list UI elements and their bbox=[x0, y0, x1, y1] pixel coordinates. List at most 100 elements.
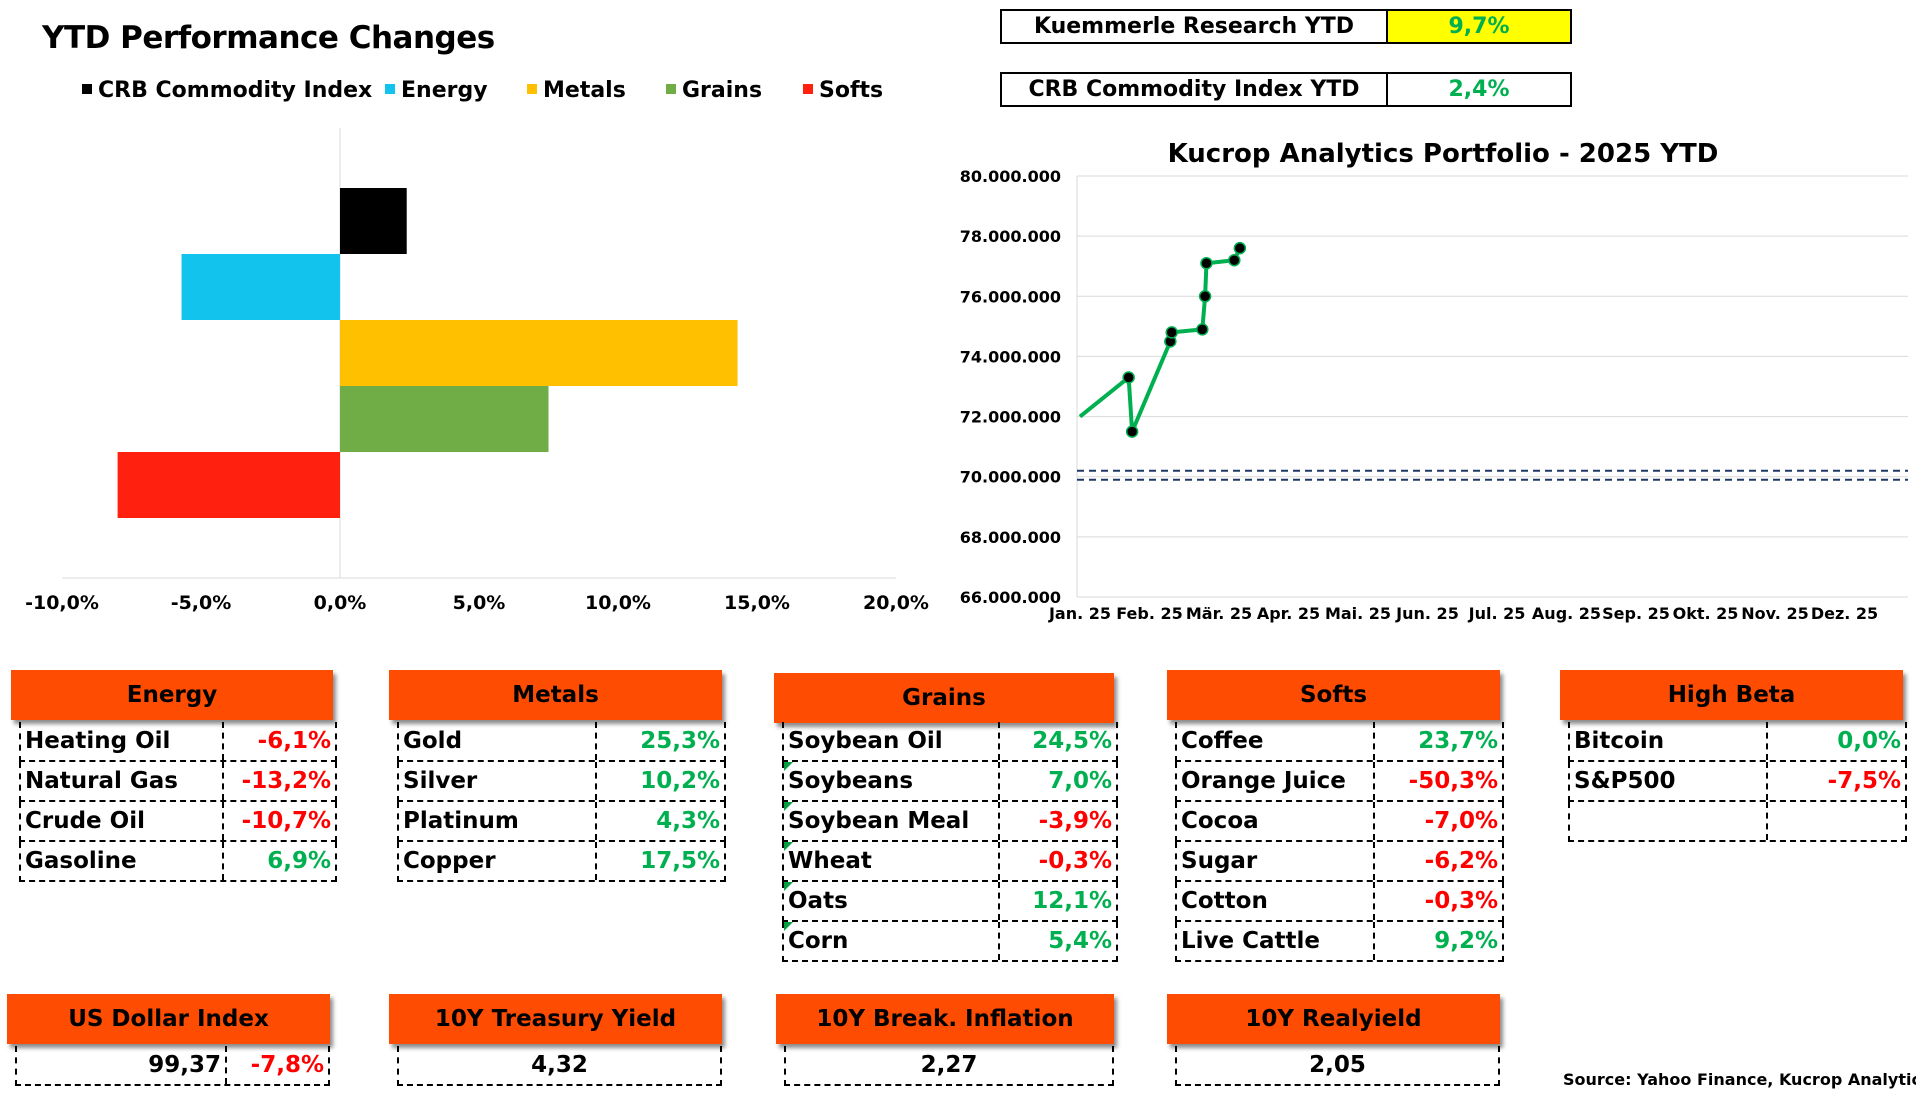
row-name: Live Cattle bbox=[1177, 922, 1375, 960]
row-value: -3,9% bbox=[784, 802, 1116, 840]
page-title: YTD Performance Changes bbox=[42, 20, 495, 56]
legend-label: Metals bbox=[543, 78, 626, 103]
row-name: Coffee bbox=[1177, 722, 1375, 760]
bar-energy bbox=[181, 254, 340, 320]
cell-flag-icon bbox=[784, 802, 793, 811]
cell-flag-icon bbox=[784, 882, 793, 891]
row-name bbox=[1570, 802, 1768, 840]
table-row: Soybean Meal -3,9% bbox=[782, 802, 1118, 842]
data-point bbox=[1122, 371, 1135, 384]
row-name: Orange Juice bbox=[1177, 762, 1375, 800]
table-row bbox=[1568, 802, 1907, 842]
row-name: Wheat bbox=[784, 842, 1000, 880]
x-tick-label: Mär. 25 bbox=[1186, 604, 1252, 623]
indicator-header: US Dollar Index bbox=[7, 994, 330, 1044]
x-tick-label: Jan. 25 bbox=[1048, 604, 1111, 623]
table-row: Cotton -0,3% bbox=[1175, 882, 1504, 922]
row-value: 25,3% bbox=[640, 728, 720, 754]
table-row: Corn 5,4% bbox=[782, 922, 1118, 962]
indicator-value: 2,05 bbox=[1309, 1052, 1366, 1078]
indicator-header: 10Y Realyield bbox=[1167, 994, 1500, 1044]
legend-item-softs: Softs bbox=[803, 78, 883, 103]
bar-softs bbox=[117, 452, 340, 518]
row-value: -6,2% bbox=[1424, 848, 1498, 874]
legend-swatch bbox=[803, 84, 813, 94]
row-name: Silver bbox=[399, 762, 597, 800]
row-name: Soybean Oil bbox=[784, 722, 1000, 760]
row-value: 0,0% bbox=[1837, 728, 1901, 754]
row-value: 17,5% bbox=[640, 848, 720, 874]
kpi-label: Kuemmerle Research YTD bbox=[1002, 11, 1388, 42]
legend-label: Softs bbox=[819, 78, 884, 103]
legend-item-crb: CRB Commodity Index bbox=[82, 78, 372, 103]
bar-grains bbox=[340, 386, 549, 452]
legend-item-metals: Metals bbox=[527, 78, 626, 103]
indicator-row: 4,32 bbox=[397, 1046, 722, 1086]
x-tick-label: Feb. 25 bbox=[1116, 604, 1183, 623]
legend-swatch bbox=[527, 84, 537, 94]
indicator-header: 10Y Break. Inflation bbox=[776, 994, 1114, 1044]
panel-header: Grains bbox=[774, 673, 1114, 723]
row-value: 10,2% bbox=[640, 768, 720, 794]
table-row: Gasoline 6,9% bbox=[19, 842, 337, 882]
row-name: Platinum bbox=[399, 802, 597, 840]
table-row: Oats 12,1% bbox=[782, 882, 1118, 922]
x-tick-label: Apr. 25 bbox=[1257, 604, 1320, 623]
row-name: Heating Oil bbox=[21, 722, 224, 760]
row-name: Cocoa bbox=[1177, 802, 1375, 840]
row-name: Cotton bbox=[1177, 882, 1375, 920]
legend-swatch bbox=[82, 84, 92, 94]
panel-rows: Soybean Oil 24,5% Soybeans 7,0% Soybean Meal… bbox=[782, 722, 1118, 962]
legend-item-grains: Grains bbox=[666, 78, 762, 103]
row-name: Gasoline bbox=[21, 842, 224, 880]
indicator-value: 99,37 bbox=[17, 1046, 227, 1084]
bar-crb-commodity-index bbox=[340, 188, 407, 254]
row-value: -13,2% bbox=[241, 768, 331, 794]
data-point bbox=[1233, 241, 1247, 255]
y-tick-label: 66.000.000 bbox=[960, 588, 1061, 607]
x-tick-label: Dez. 25 bbox=[1811, 604, 1878, 623]
table-row: S&P500 -7,5% bbox=[1568, 762, 1907, 802]
y-tick-label: 70.000.000 bbox=[960, 468, 1061, 487]
x-tick-label: Aug. 25 bbox=[1532, 604, 1601, 623]
row-value: 9,2% bbox=[1434, 928, 1498, 954]
kpi-kuemmerle-ytd: Kuemmerle Research YTD 9,7% bbox=[1000, 9, 1572, 44]
row-value: -6,1% bbox=[257, 728, 331, 754]
panel-header: High Beta bbox=[1560, 670, 1903, 720]
table-row: Crude Oil -10,7% bbox=[19, 802, 337, 842]
row-value: 4,3% bbox=[656, 808, 720, 834]
data-point bbox=[1228, 253, 1241, 267]
row-name: Copper bbox=[399, 842, 597, 880]
x-tick-label: Jul. 25 bbox=[1468, 604, 1526, 623]
charts-canvas: -10,0% -5,0% 0,0% 5,0% 10,0% 15,0% 20,0% Kucro… bbox=[25, 128, 1908, 623]
table-row: Orange Juice -50,3% bbox=[1175, 762, 1504, 802]
y-tick-label: 74.000.000 bbox=[960, 347, 1061, 366]
table-row: Sugar -6,2% bbox=[1175, 842, 1504, 882]
table-row: Soybeans 7,0% bbox=[782, 762, 1118, 802]
row-value: -7,0% bbox=[1424, 808, 1498, 834]
y-tick-label: 80.000.000 bbox=[960, 167, 1061, 186]
row-name: Oats bbox=[784, 882, 1000, 920]
table-row: Heating Oil -6,1% bbox=[19, 722, 337, 762]
portfolio-line bbox=[1078, 247, 1242, 434]
indicator-row: 99,37 -7,8% bbox=[15, 1046, 330, 1086]
bar-metals bbox=[340, 320, 738, 386]
y-tick-label: 76.000.000 bbox=[960, 287, 1061, 306]
table-row: Silver 10,2% bbox=[397, 762, 726, 802]
ytd-bar-chart: -10,0% -5,0% 0,0% 5,0% 10,0% 15,0% 20,0% bbox=[25, 128, 929, 614]
row-value: -7,5% bbox=[1827, 768, 1901, 794]
legend-label: Energy bbox=[401, 78, 488, 103]
data-point bbox=[1196, 323, 1209, 336]
row-name: Corn bbox=[784, 922, 1000, 960]
x-tick-label: 15,0% bbox=[724, 592, 790, 614]
indicator-value: 2,27 bbox=[920, 1052, 978, 1078]
panel-header: Metals bbox=[389, 670, 722, 720]
row-name: Sugar bbox=[1177, 842, 1375, 880]
x-tick-label: 0,0% bbox=[314, 592, 367, 614]
row-name: Gold bbox=[399, 722, 597, 760]
kpi-label: CRB Commodity Index YTD bbox=[1002, 74, 1388, 105]
row-name: S&P500 bbox=[1570, 762, 1768, 800]
x-tick-label: 5,0% bbox=[453, 592, 506, 614]
line-chart-title: Kucrop Analytics Portfolio - 2025 YTD bbox=[1168, 139, 1719, 169]
kpi-crb-ytd: CRB Commodity Index YTD 2,4% bbox=[1000, 72, 1572, 107]
